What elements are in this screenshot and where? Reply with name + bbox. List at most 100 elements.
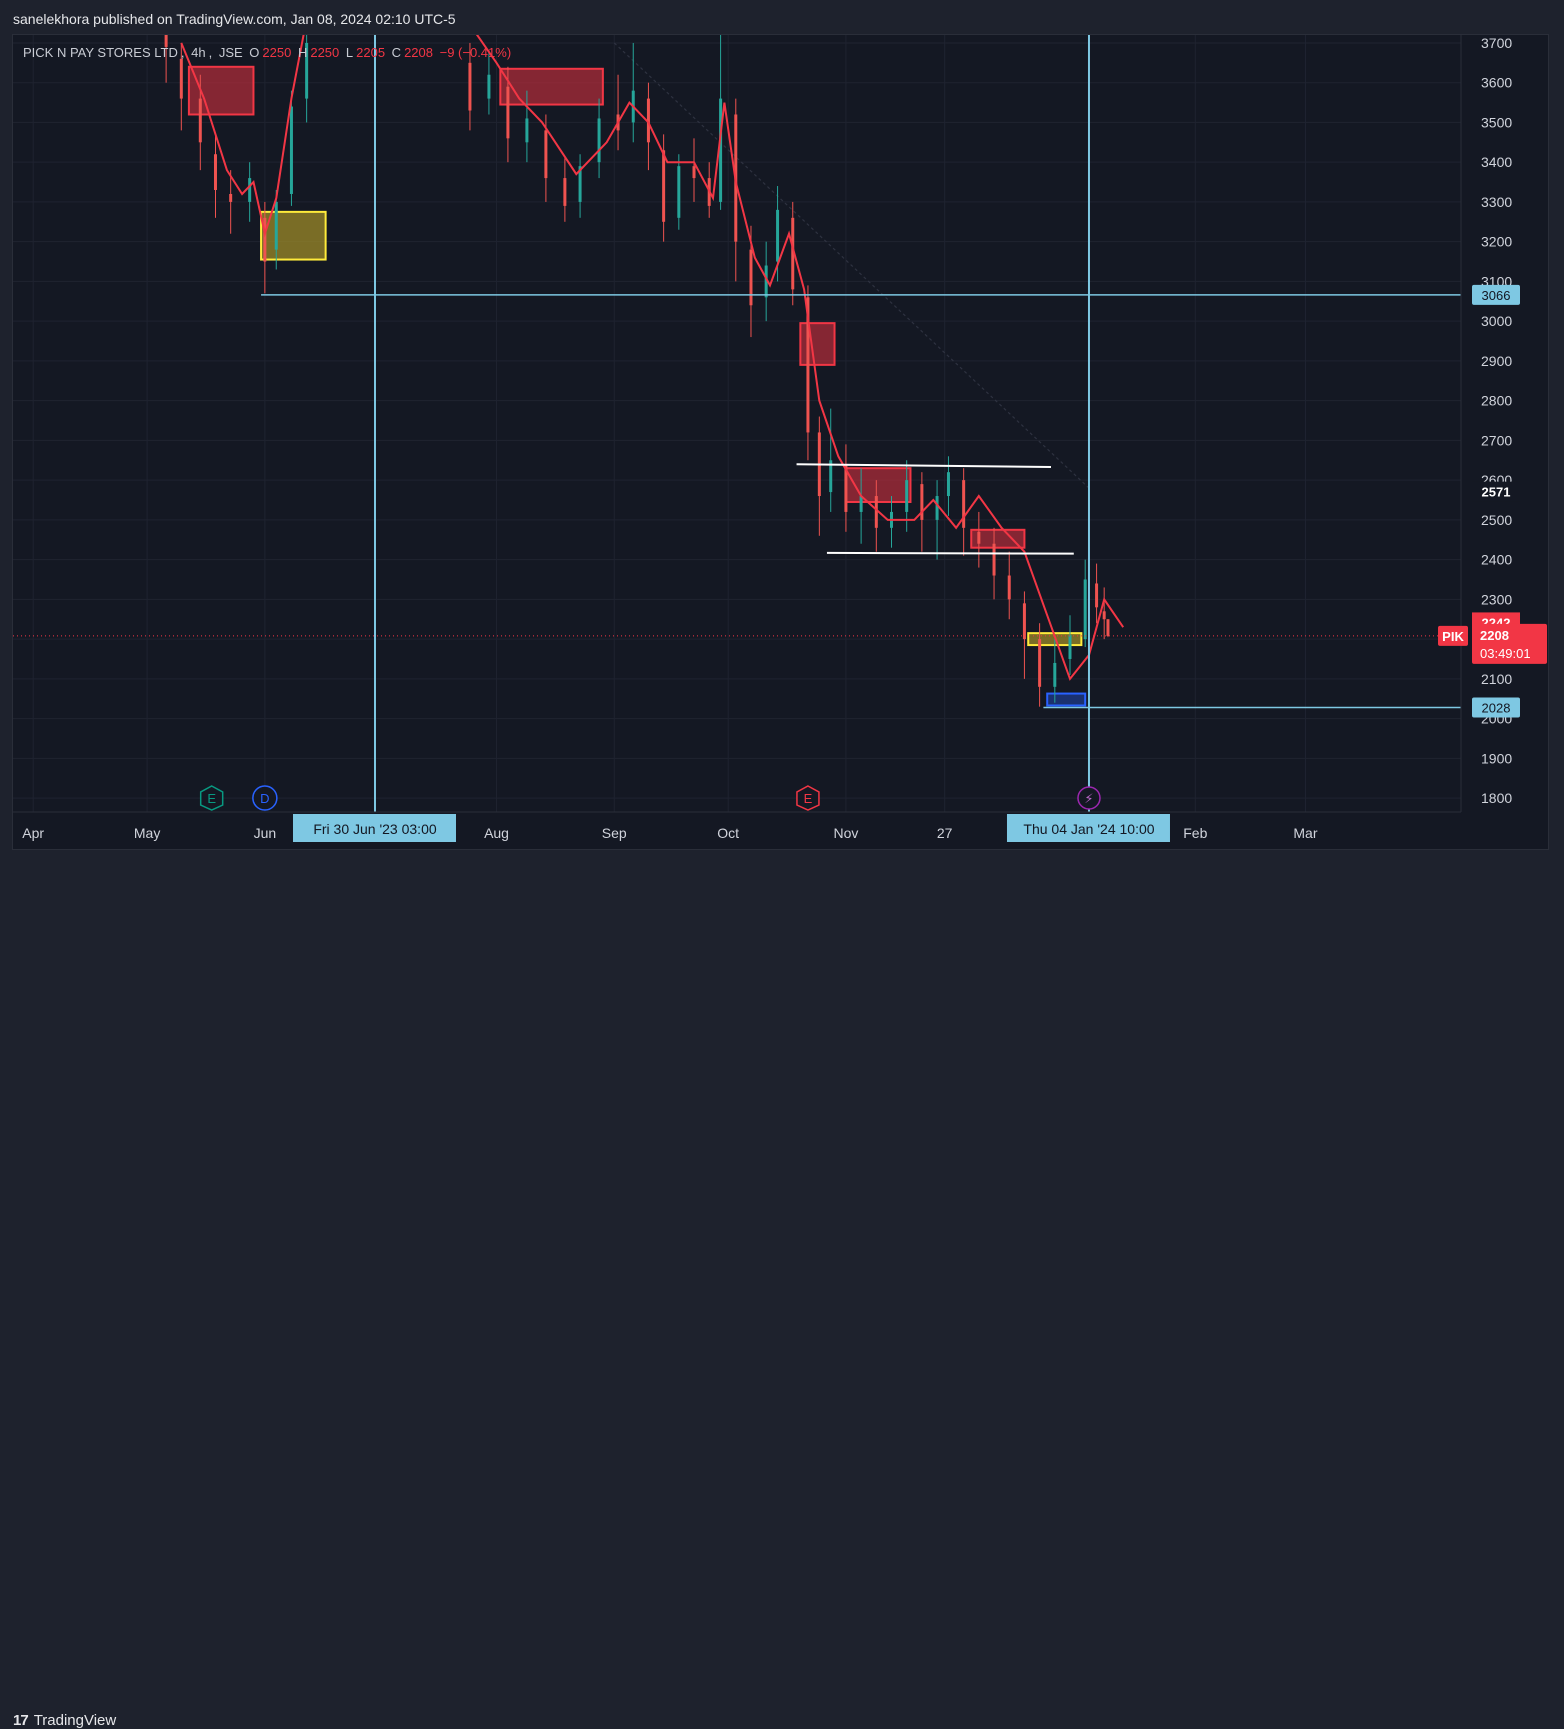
grid-lines	[13, 35, 1461, 812]
price-tick-label: 3200	[1481, 234, 1512, 250]
candle-body	[263, 217, 267, 262]
low-label: L	[345, 45, 354, 60]
time-tick-label: Sep	[602, 825, 627, 841]
level-label: 3066	[1482, 288, 1511, 303]
candle-body	[525, 118, 529, 143]
exchange-label: JSE	[218, 45, 243, 60]
candle-body	[806, 297, 810, 433]
last-price-tag	[1472, 623, 1547, 664]
candle-body	[1095, 583, 1099, 608]
publish-header: sanelekhora published on TradingView.com…	[0, 0, 1564, 34]
candle-body	[1038, 639, 1042, 687]
event-glyph: ⚡	[1084, 792, 1093, 807]
event-earnings-upcoming-icon: E	[796, 785, 820, 811]
open-label: O	[249, 45, 260, 60]
candle-body	[662, 150, 666, 222]
publish-info: sanelekhora published on TradingView.com…	[13, 11, 456, 27]
moving-average-line	[180, 35, 305, 238]
candle-body	[248, 178, 252, 202]
event-glyph: D	[260, 791, 269, 806]
tradingview-logo-icon: 17	[13, 1712, 29, 1729]
tradingview-logo[interactable]: 17 TradingView	[13, 1712, 116, 1729]
candle-body	[179, 58, 183, 99]
supply-zone	[970, 528, 1026, 549]
price-tick-label: 3000	[1481, 313, 1512, 329]
price-tick-label: 2400	[1481, 552, 1512, 568]
price-tick-label: 2500	[1481, 512, 1512, 528]
candle-body	[935, 496, 939, 520]
time-marker-label-bg	[1006, 814, 1170, 842]
price-tick-label: 3500	[1481, 114, 1512, 130]
last-price-value: 2208	[1480, 628, 1509, 643]
candle-body	[646, 98, 650, 143]
candle-body	[1007, 575, 1011, 600]
price-tick-label: 3400	[1481, 154, 1512, 170]
level-label-bg	[1472, 697, 1520, 718]
level-label: 2028	[1482, 700, 1511, 715]
time-tick-label: Jun	[254, 825, 277, 841]
price-label: 2571	[1482, 485, 1511, 500]
price-tick-label: 1800	[1481, 790, 1512, 806]
candle-body	[977, 531, 981, 544]
candle-body	[1068, 635, 1072, 659]
candle-body	[544, 130, 548, 179]
candle-body	[859, 496, 863, 512]
time-marker-label-bg	[292, 814, 456, 842]
price-axis: 3700360035003400330032003100300029002800…	[1438, 35, 1547, 812]
candle-body	[1022, 603, 1026, 640]
candle-body	[198, 98, 202, 143]
blue-zone	[1046, 692, 1087, 707]
time-tick-label: 27	[937, 825, 953, 841]
price-tick-label: 2900	[1481, 353, 1512, 369]
moving-average-line	[475, 35, 1125, 681]
plot-area	[164, 35, 1461, 709]
time-marker-label: Fri 30 Jun '23 03:00	[313, 821, 437, 837]
candle-body	[677, 166, 681, 218]
countdown-timer: 03:49:01	[1480, 646, 1531, 661]
candle-body	[213, 154, 217, 191]
low-value: 2205	[356, 45, 386, 60]
event-split-icon: ⚡	[1077, 786, 1101, 810]
time-tick-label: Nov	[833, 825, 858, 841]
change-value: −9 (−0.41%)	[439, 45, 512, 60]
supply-zone	[844, 467, 912, 503]
range-trendline	[826, 551, 1074, 555]
price-tick-label: 2800	[1481, 393, 1512, 409]
price-tick-label: 1900	[1481, 750, 1512, 766]
faint-trendline	[613, 42, 1090, 489]
candle-body	[506, 86, 510, 139]
candle-body	[946, 472, 950, 497]
candle-body	[563, 178, 567, 206]
price-tick-label: 2100	[1481, 671, 1512, 687]
close-label: C	[391, 45, 402, 60]
time-tick-label: Feb	[1183, 825, 1207, 841]
candle-body	[764, 265, 768, 298]
high-label: H	[297, 45, 308, 60]
candle-body	[776, 209, 780, 262]
candle-body	[1053, 662, 1057, 687]
candle-body	[1106, 619, 1110, 636]
candle-body	[578, 166, 582, 202]
high-value: 2250	[310, 45, 340, 60]
event-dividend-icon: D	[252, 785, 278, 811]
candle-body	[305, 42, 309, 99]
candle-body	[468, 62, 472, 111]
chart-panel[interactable]: E D E ⚡ 3700 3600 3500 3400 3300 3200 3100 3000 2900…	[12, 34, 1549, 850]
price-tick-label: 3600	[1481, 75, 1512, 91]
tradingview-brand-text: TradingView	[33, 1712, 117, 1729]
candle-body	[274, 201, 278, 250]
price-chart[interactable]: E D E ⚡370036003500340033003200310030002900…	[13, 35, 1549, 850]
candle-body	[992, 543, 996, 576]
candle-body	[791, 217, 795, 290]
supply-zone	[187, 65, 255, 116]
price-tick-label: 3700	[1481, 35, 1512, 51]
candle-body	[164, 35, 168, 47]
time-tick-label: Apr	[22, 825, 44, 841]
candle-body	[719, 98, 723, 202]
open-value: 2250	[262, 45, 292, 60]
price-label-bg	[1472, 481, 1520, 502]
candle-body	[874, 496, 878, 528]
candle-body	[844, 464, 848, 512]
candle-body	[487, 74, 491, 99]
candle-body	[905, 480, 909, 512]
